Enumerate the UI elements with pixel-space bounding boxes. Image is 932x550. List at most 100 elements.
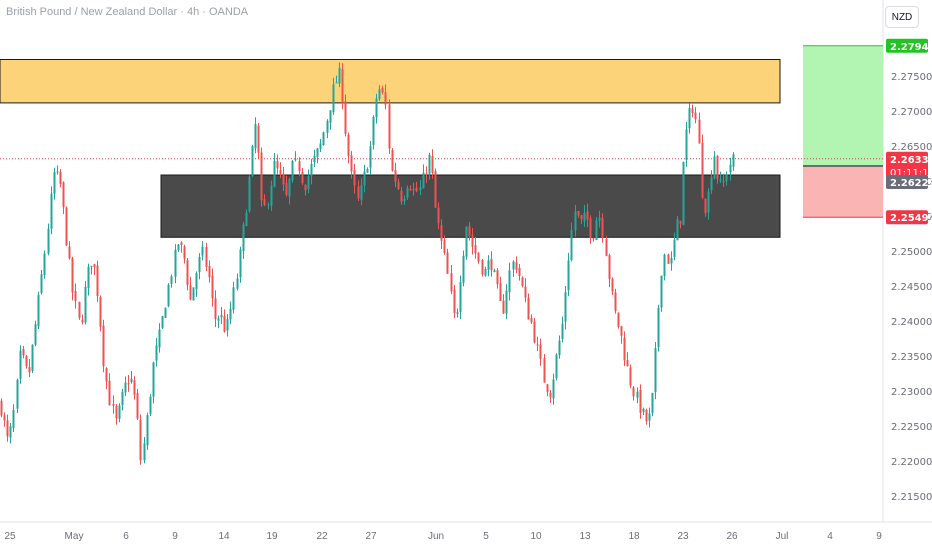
candle-body [332, 84, 335, 113]
time-tick-label: 26 [726, 531, 738, 542]
candle-body [19, 350, 22, 379]
candle-body [567, 260, 570, 291]
candle-body [524, 286, 527, 298]
candle-body [626, 360, 629, 367]
candle-body [242, 224, 245, 252]
candle-body [710, 177, 713, 191]
candle-body [601, 217, 604, 238]
candle-body [282, 174, 285, 185]
currency-selector[interactable]: NZD [885, 6, 919, 28]
candle-body [366, 168, 369, 173]
candle-body [456, 312, 459, 315]
candle-body [481, 259, 484, 275]
candle-body [288, 178, 291, 197]
candle-body [688, 107, 691, 129]
candle-body [676, 219, 679, 241]
candle-body [87, 266, 90, 289]
candle-body [595, 220, 598, 240]
candles-group [0, 62, 735, 465]
time-tick-label: 22 [316, 531, 328, 542]
candle-body [704, 198, 707, 214]
candle-body [90, 265, 93, 267]
candle-body [304, 184, 307, 191]
candle-body [632, 387, 635, 397]
candle-body [291, 160, 294, 181]
candle-body [350, 155, 353, 172]
candle-body [186, 260, 189, 286]
candle-body [543, 357, 546, 383]
candle-body [679, 220, 682, 224]
price-tick-label: 2.21500 [891, 492, 932, 503]
candle-body [50, 193, 53, 229]
candle-body [598, 217, 601, 221]
candle-body [40, 274, 43, 294]
candle-body [608, 255, 611, 280]
candle-body [34, 324, 37, 345]
candle-body [158, 329, 161, 348]
candle-body [164, 308, 167, 318]
time-tick-label: 18 [628, 531, 640, 542]
candle-body [691, 108, 694, 113]
candle-body [561, 323, 564, 339]
candle-body [673, 239, 676, 257]
time-tick-label: 4 [827, 531, 833, 542]
candle-body [530, 318, 533, 323]
candle-body [136, 392, 139, 419]
candle-body [270, 185, 273, 206]
stop-zone[interactable] [803, 165, 883, 218]
candle-body [577, 210, 580, 216]
candle-body [84, 286, 87, 323]
resistance-zone[interactable] [0, 59, 781, 104]
candle-body [422, 172, 425, 189]
candle-body [468, 226, 471, 236]
candle-body [201, 246, 204, 256]
candle-body [384, 92, 387, 105]
candle-body [415, 187, 418, 192]
time-tick-label: May [65, 531, 84, 542]
candle-body [205, 247, 208, 267]
candle-body [56, 171, 59, 173]
candle-body [406, 187, 409, 198]
candle-body [254, 124, 257, 149]
candle-body [127, 383, 130, 385]
candle-body [369, 146, 372, 168]
candle-body [657, 307, 660, 348]
candle-body [341, 69, 344, 103]
candle-body [47, 228, 50, 254]
candle-body [161, 316, 164, 328]
price-tick-label: 2.27500 [891, 72, 932, 83]
candle-body [521, 277, 524, 286]
candle-body [65, 207, 68, 246]
price-axis: 2.275002.270002.265002.260002.255002.250… [891, 72, 932, 503]
candle-body [31, 344, 34, 371]
candle-body [719, 179, 722, 181]
time-tick-label: 6 [123, 531, 129, 542]
candle-body [450, 273, 453, 292]
candle-body [353, 170, 356, 186]
candle-body [357, 186, 360, 199]
time-tick-label: 10 [530, 531, 542, 542]
target-zone[interactable] [803, 45, 883, 166]
candle-body [654, 348, 657, 393]
candle-body [592, 238, 595, 240]
candle-body [487, 260, 490, 270]
candle-body [611, 278, 614, 292]
candle-body [409, 189, 412, 191]
candle-body [620, 326, 623, 336]
candle-body [260, 152, 263, 201]
entry-price-tag: 2.26229 [886, 174, 932, 189]
current-price-label: 2.26332 [890, 155, 932, 166]
stop-price-tag: 2.25497 [886, 210, 932, 225]
price-tick-label: 2.24500 [891, 282, 932, 293]
candle-body [102, 325, 105, 367]
candle-body [0, 400, 3, 416]
candle-body [642, 408, 645, 412]
candle-body [713, 156, 716, 179]
candle-body [639, 389, 642, 413]
candle-body [301, 171, 304, 183]
price-tick-label: 2.22000 [891, 457, 932, 468]
candle-body [121, 391, 124, 406]
candle-body [183, 246, 186, 259]
candle-body [502, 300, 505, 314]
